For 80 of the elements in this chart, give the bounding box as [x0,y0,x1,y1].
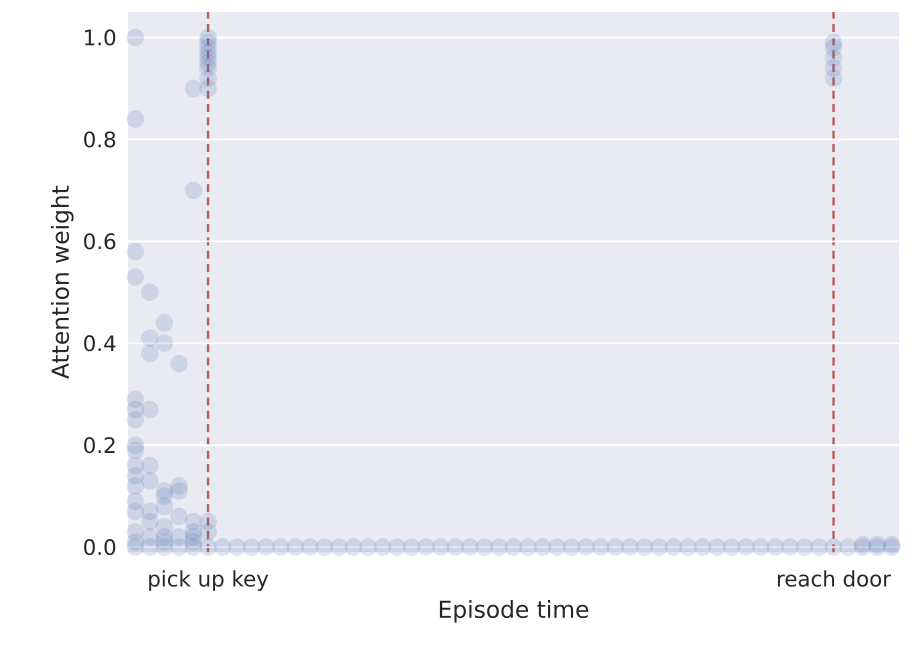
point [810,538,828,556]
y-tick-label: 0.8 [84,131,116,148]
point [417,538,436,556]
point [636,538,654,556]
point [402,538,420,556]
point [126,110,144,128]
point [126,410,144,429]
point [170,354,188,372]
x-axis-title: Episode time [440,600,588,623]
point [752,538,770,556]
point [156,528,174,546]
point [141,344,159,362]
point [562,538,581,556]
point [577,538,596,556]
point [228,538,246,556]
point [504,538,522,556]
point [141,400,159,418]
y-axis-title: Attention weight [50,186,74,379]
point [214,538,232,556]
y-tick-label: 0.4 [84,335,116,352]
point [126,502,144,520]
point [199,80,217,98]
point [476,538,494,556]
point [592,538,610,556]
point [374,538,392,556]
point [184,182,202,200]
y-tick-label: 0.6 [84,233,116,250]
x-tick-label: pick up key [149,570,268,591]
point [141,512,159,530]
point [519,538,537,556]
point [446,538,464,556]
point [461,538,479,556]
point [156,498,174,516]
point [316,538,334,556]
point [126,242,144,260]
point [126,28,144,46]
point [199,523,217,541]
point [722,538,741,556]
point [621,538,639,556]
point [156,314,174,332]
point [170,482,188,500]
x-tick-label: reach door [778,570,892,587]
point [824,538,842,556]
point [824,69,842,88]
y-tick-label: 0.2 [84,437,115,454]
point [126,477,144,495]
point [694,538,712,556]
point [286,538,304,556]
point [679,538,697,556]
point [650,538,668,556]
y-tick-label: 1.0 [85,29,116,46]
y-tick-label: 0.0 [84,539,116,556]
point [126,533,144,551]
point [388,538,406,556]
point [184,533,202,551]
point [359,538,377,556]
point [490,538,508,556]
point [126,442,144,460]
point [432,538,450,556]
point [184,80,202,98]
point [708,538,726,556]
point [257,538,276,556]
point [156,334,174,352]
point [141,284,159,302]
point [330,538,348,556]
point [344,538,362,556]
point [796,538,814,556]
point [534,538,552,556]
point [606,538,624,556]
point [548,538,566,556]
point [737,538,756,556]
point [664,538,682,556]
point [766,538,784,556]
point [781,538,799,556]
point [170,508,188,526]
point [301,538,319,556]
point [272,538,290,556]
point [141,472,159,490]
point [126,268,144,286]
point [242,538,260,556]
